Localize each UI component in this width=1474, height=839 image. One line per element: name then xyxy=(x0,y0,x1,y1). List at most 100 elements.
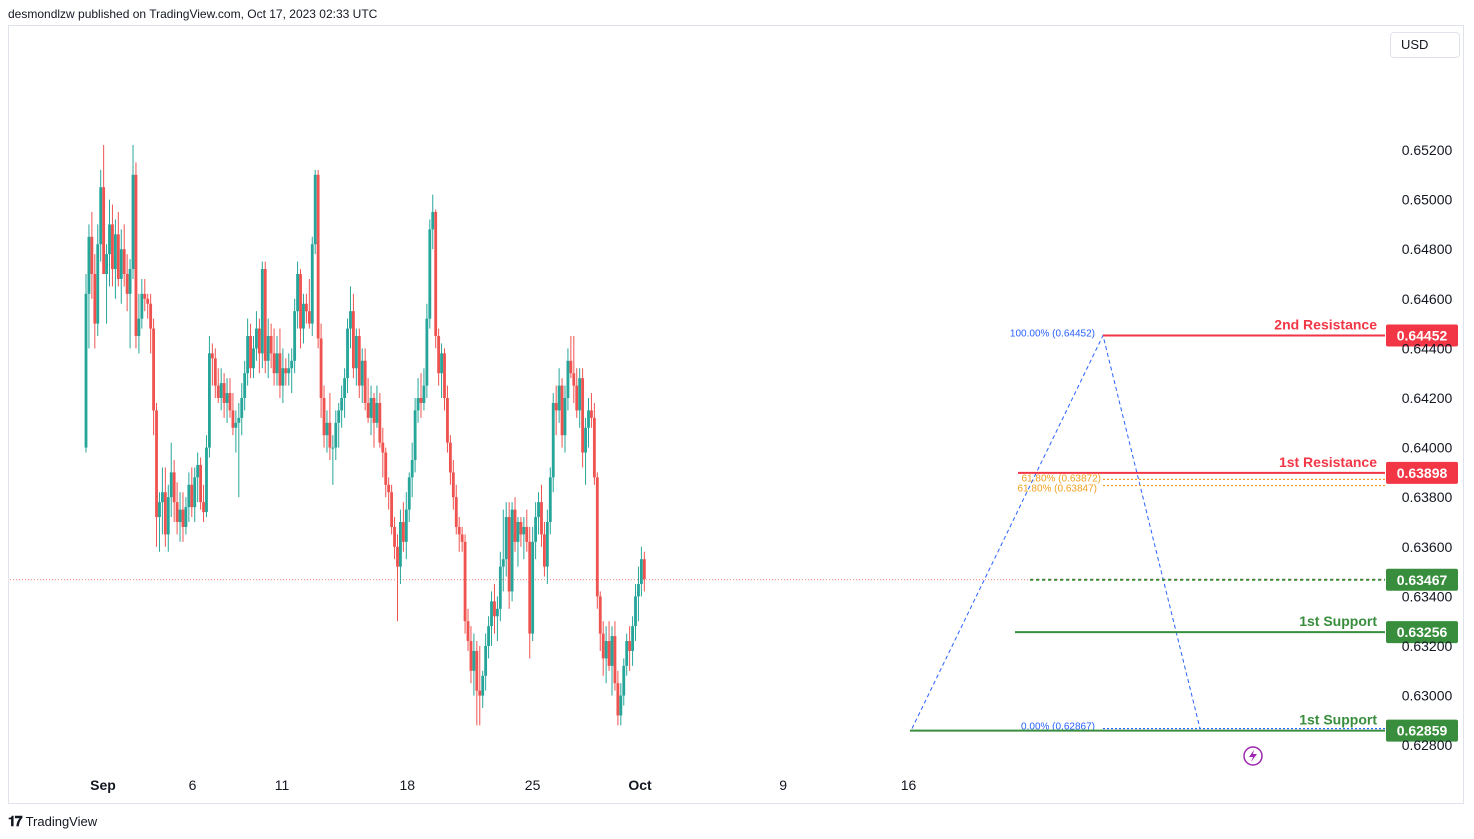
candle-body xyxy=(440,353,443,374)
candle xyxy=(575,368,579,418)
candle-body xyxy=(566,360,570,398)
candle xyxy=(578,368,582,428)
y-axis-tick-label: 0.63800 xyxy=(1402,489,1453,505)
candle xyxy=(598,591,602,651)
candle xyxy=(460,526,464,552)
candle xyxy=(490,591,493,646)
candle-body xyxy=(475,650,479,691)
candle xyxy=(184,497,188,535)
candle xyxy=(190,467,194,518)
price-tag-value: 0.64452 xyxy=(1397,328,1448,344)
candle-body xyxy=(284,368,288,374)
candle xyxy=(216,368,220,403)
price-tag: 0.63898 xyxy=(1386,461,1458,484)
candle-body xyxy=(639,559,643,584)
x-axis-tick-label: 16 xyxy=(901,777,917,793)
candle xyxy=(108,199,111,287)
candle-body xyxy=(592,417,596,478)
candle xyxy=(613,621,617,691)
candle-body xyxy=(249,336,252,369)
candle-body xyxy=(299,274,302,329)
candle xyxy=(446,385,449,453)
candle-body xyxy=(451,472,455,498)
candle xyxy=(304,293,308,324)
candle-body xyxy=(316,174,320,339)
candle xyxy=(263,261,267,374)
candle xyxy=(116,212,120,287)
candle xyxy=(419,373,423,418)
candle-body xyxy=(222,383,226,403)
candle xyxy=(434,209,438,349)
candle xyxy=(349,286,352,349)
candle-body xyxy=(349,311,352,329)
candle xyxy=(266,318,270,379)
candle-body xyxy=(122,249,126,274)
candle-body xyxy=(628,641,632,651)
candle-body xyxy=(343,378,347,398)
candle xyxy=(325,410,329,453)
candle xyxy=(448,435,452,485)
price-tag-bg xyxy=(1386,621,1458,644)
candle-body xyxy=(642,559,646,580)
candle xyxy=(484,633,488,691)
candle-body xyxy=(246,336,250,374)
candle xyxy=(495,596,499,642)
candle-body xyxy=(178,509,182,522)
candle-body xyxy=(490,601,493,627)
candle-body xyxy=(631,626,634,651)
candle xyxy=(228,378,232,418)
candle xyxy=(346,318,349,394)
candle xyxy=(351,293,355,379)
candle-body xyxy=(504,517,508,560)
fib-label-618-a: 61.80% (0.63872) xyxy=(1021,473,1101,484)
candle xyxy=(563,385,567,453)
candle-body xyxy=(257,328,261,354)
candle xyxy=(99,169,103,262)
candle-body xyxy=(260,269,264,354)
candle xyxy=(634,584,637,642)
candle-body xyxy=(116,234,120,279)
currency-selector[interactable]: USD xyxy=(1390,32,1460,58)
candle-body xyxy=(478,690,482,696)
candle-body xyxy=(610,636,614,666)
candle xyxy=(504,502,508,577)
candle-body xyxy=(531,541,535,634)
candle xyxy=(410,442,414,498)
candle xyxy=(378,393,382,448)
candle xyxy=(84,274,88,453)
candle xyxy=(390,484,394,535)
candle-body xyxy=(304,303,308,312)
candle-body xyxy=(187,484,191,508)
candle xyxy=(208,336,211,458)
candle xyxy=(178,492,182,542)
candle xyxy=(560,378,564,448)
price-tag-value: 0.63898 xyxy=(1397,465,1448,481)
tradingview-logo-icon: 𝟏𝟕 xyxy=(8,813,23,829)
candle-body xyxy=(131,174,135,270)
candle-body xyxy=(384,452,388,485)
candle-body xyxy=(113,234,117,270)
candle xyxy=(337,402,341,448)
y-axis-tick-label: 0.63400 xyxy=(1402,588,1453,604)
candle xyxy=(125,254,129,312)
candle xyxy=(240,383,244,436)
candle-body xyxy=(563,398,567,436)
candle-body xyxy=(413,410,417,460)
candle xyxy=(551,393,555,493)
candle-body xyxy=(208,353,211,448)
candle xyxy=(519,517,523,547)
candle xyxy=(534,502,538,560)
candle-body xyxy=(184,507,188,527)
candle-body xyxy=(422,385,426,403)
price-tag-bg xyxy=(1386,568,1458,591)
candle xyxy=(328,393,332,460)
candle-body xyxy=(437,336,441,374)
candle-body xyxy=(137,318,141,336)
candle-body xyxy=(190,484,194,508)
candle-body xyxy=(548,477,552,522)
candle xyxy=(219,368,223,411)
fib-label-100: 100.00% (0.64452) xyxy=(1010,329,1095,340)
candle-body xyxy=(163,492,167,535)
candle-body xyxy=(616,683,620,716)
